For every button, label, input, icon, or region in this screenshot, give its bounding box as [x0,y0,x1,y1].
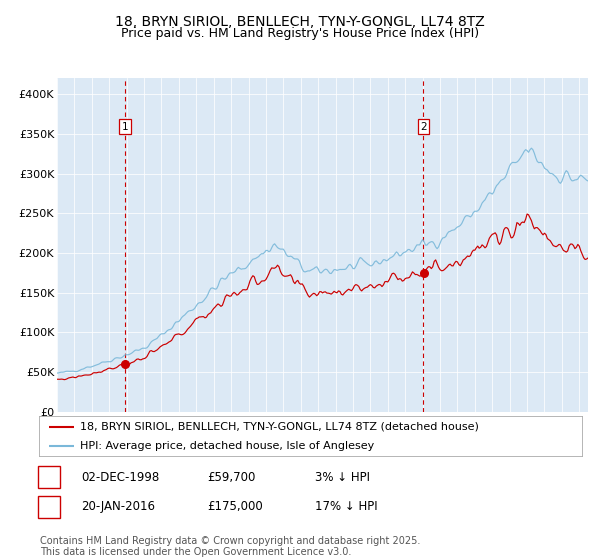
Text: £175,000: £175,000 [207,500,263,514]
Text: HPI: Average price, detached house, Isle of Anglesey: HPI: Average price, detached house, Isle… [80,441,374,450]
Text: 3% ↓ HPI: 3% ↓ HPI [315,470,370,484]
Text: 18, BRYN SIRIOL, BENLLECH, TYN-Y-GONGL, LL74 8TZ: 18, BRYN SIRIOL, BENLLECH, TYN-Y-GONGL, … [115,15,485,29]
Text: 2: 2 [46,500,53,514]
Text: 2: 2 [420,122,427,132]
Text: 1: 1 [46,470,53,484]
Text: Contains HM Land Registry data © Crown copyright and database right 2025.
This d: Contains HM Land Registry data © Crown c… [40,535,421,557]
Text: £59,700: £59,700 [207,470,256,484]
Text: 17% ↓ HPI: 17% ↓ HPI [315,500,377,514]
Text: 20-JAN-2016: 20-JAN-2016 [81,500,155,514]
Text: Price paid vs. HM Land Registry's House Price Index (HPI): Price paid vs. HM Land Registry's House … [121,27,479,40]
Text: 02-DEC-1998: 02-DEC-1998 [81,470,159,484]
Text: 18, BRYN SIRIOL, BENLLECH, TYN-Y-GONGL, LL74 8TZ (detached house): 18, BRYN SIRIOL, BENLLECH, TYN-Y-GONGL, … [80,422,479,432]
Text: 1: 1 [122,122,128,132]
